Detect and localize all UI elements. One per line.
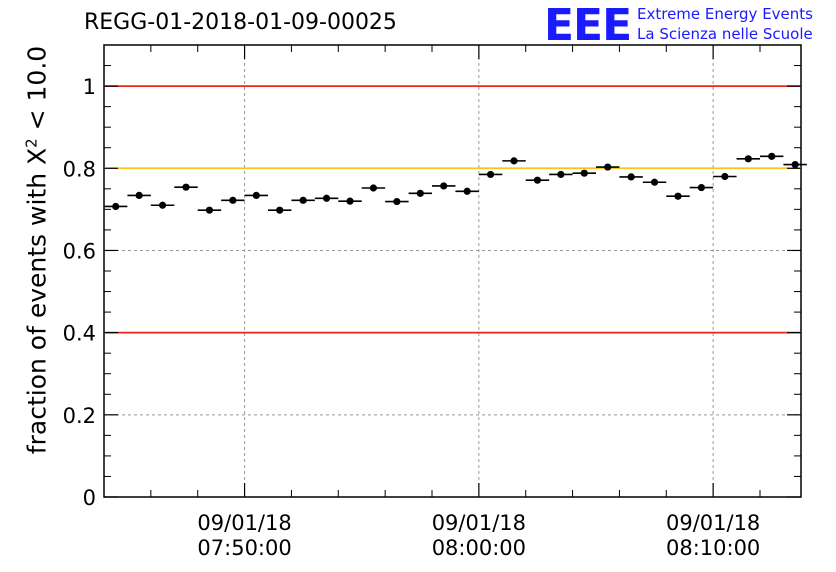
x-tick-label-date: 09/01/18 — [432, 511, 526, 535]
data-point — [549, 170, 573, 179]
data-point-marker — [674, 192, 682, 200]
data-point — [455, 187, 479, 195]
y-tick-label: 0.6 — [63, 239, 96, 263]
x-tick-label-date: 09/01/18 — [666, 511, 760, 535]
y-tick-label: 0.8 — [63, 157, 96, 181]
data-point-marker — [627, 173, 635, 181]
plot-frame — [103, 44, 802, 498]
data-point-marker — [697, 183, 706, 192]
chart-title: REGG-01-2018-01-09-00025 — [84, 10, 397, 35]
data-point-marker — [416, 189, 424, 197]
data-point-marker — [650, 178, 659, 186]
data-point-marker — [322, 194, 331, 202]
data-point-marker — [205, 206, 214, 214]
data-point — [150, 201, 175, 209]
data-point — [525, 176, 550, 184]
eee-logo: EEE — [544, 0, 632, 51]
data-point — [127, 191, 151, 199]
data-point — [432, 182, 456, 190]
data-point-marker — [510, 157, 518, 165]
data-point-marker — [276, 206, 284, 214]
data-point-marker — [252, 191, 260, 199]
data-point — [385, 197, 409, 206]
data-point-marker — [440, 182, 448, 190]
data-point — [760, 152, 784, 160]
x-tick-label-time: 08:10:00 — [666, 536, 760, 560]
data-point — [596, 163, 620, 171]
data-point-marker — [158, 201, 167, 209]
x-tick-label-time: 08:00:00 — [432, 536, 526, 560]
data-point-marker — [580, 169, 588, 177]
data-point — [478, 170, 503, 179]
data-point — [736, 155, 760, 163]
data-point-marker — [229, 196, 237, 204]
data-point-marker — [135, 191, 143, 199]
logo-text: Extreme Energy Events La Scienza nelle S… — [637, 4, 813, 44]
data-point-marker — [791, 160, 799, 169]
data-point — [619, 173, 643, 181]
data-point — [502, 157, 526, 165]
data-point-marker — [299, 196, 307, 204]
data-point-marker — [768, 152, 776, 160]
x-tick-label-date: 09/01/18 — [197, 511, 291, 535]
data-point — [244, 191, 268, 199]
x-tick-label-time: 07:50:00 — [197, 536, 291, 560]
data-point-marker — [182, 183, 190, 191]
y-tick-label: 0.4 — [63, 322, 96, 346]
data-point — [689, 183, 714, 192]
data-point — [291, 196, 315, 204]
data-point — [408, 189, 432, 197]
logo-line-2: La Scienza nelle Scuole — [637, 25, 813, 43]
data-point — [268, 206, 292, 214]
data-point — [197, 206, 222, 214]
data-point-marker — [533, 176, 542, 184]
data-point-marker — [346, 197, 354, 205]
data-point-marker — [369, 184, 378, 192]
logo-line-1: Extreme Energy Events — [637, 5, 813, 23]
data-point — [221, 196, 245, 204]
y-tick-label: 0.2 — [63, 404, 96, 428]
data-point — [104, 202, 128, 211]
data-point — [314, 194, 339, 202]
data-point-marker — [557, 170, 565, 179]
data-point-marker — [721, 172, 729, 181]
data-point — [642, 178, 667, 186]
y-tick-label: 0 — [83, 486, 96, 510]
data-point — [572, 169, 596, 177]
data-point — [666, 192, 690, 200]
data-point-marker — [744, 155, 752, 163]
data-point-marker — [463, 187, 471, 195]
data-point-marker — [604, 163, 612, 171]
data-point — [174, 183, 198, 191]
data-point-marker — [486, 170, 495, 179]
data-point — [713, 172, 737, 181]
data-point — [361, 184, 386, 192]
y-tick-label: 1 — [83, 75, 96, 99]
data-point — [783, 160, 807, 169]
data-point-marker — [393, 197, 401, 206]
data-point-marker — [112, 202, 120, 211]
data-point — [338, 197, 362, 205]
